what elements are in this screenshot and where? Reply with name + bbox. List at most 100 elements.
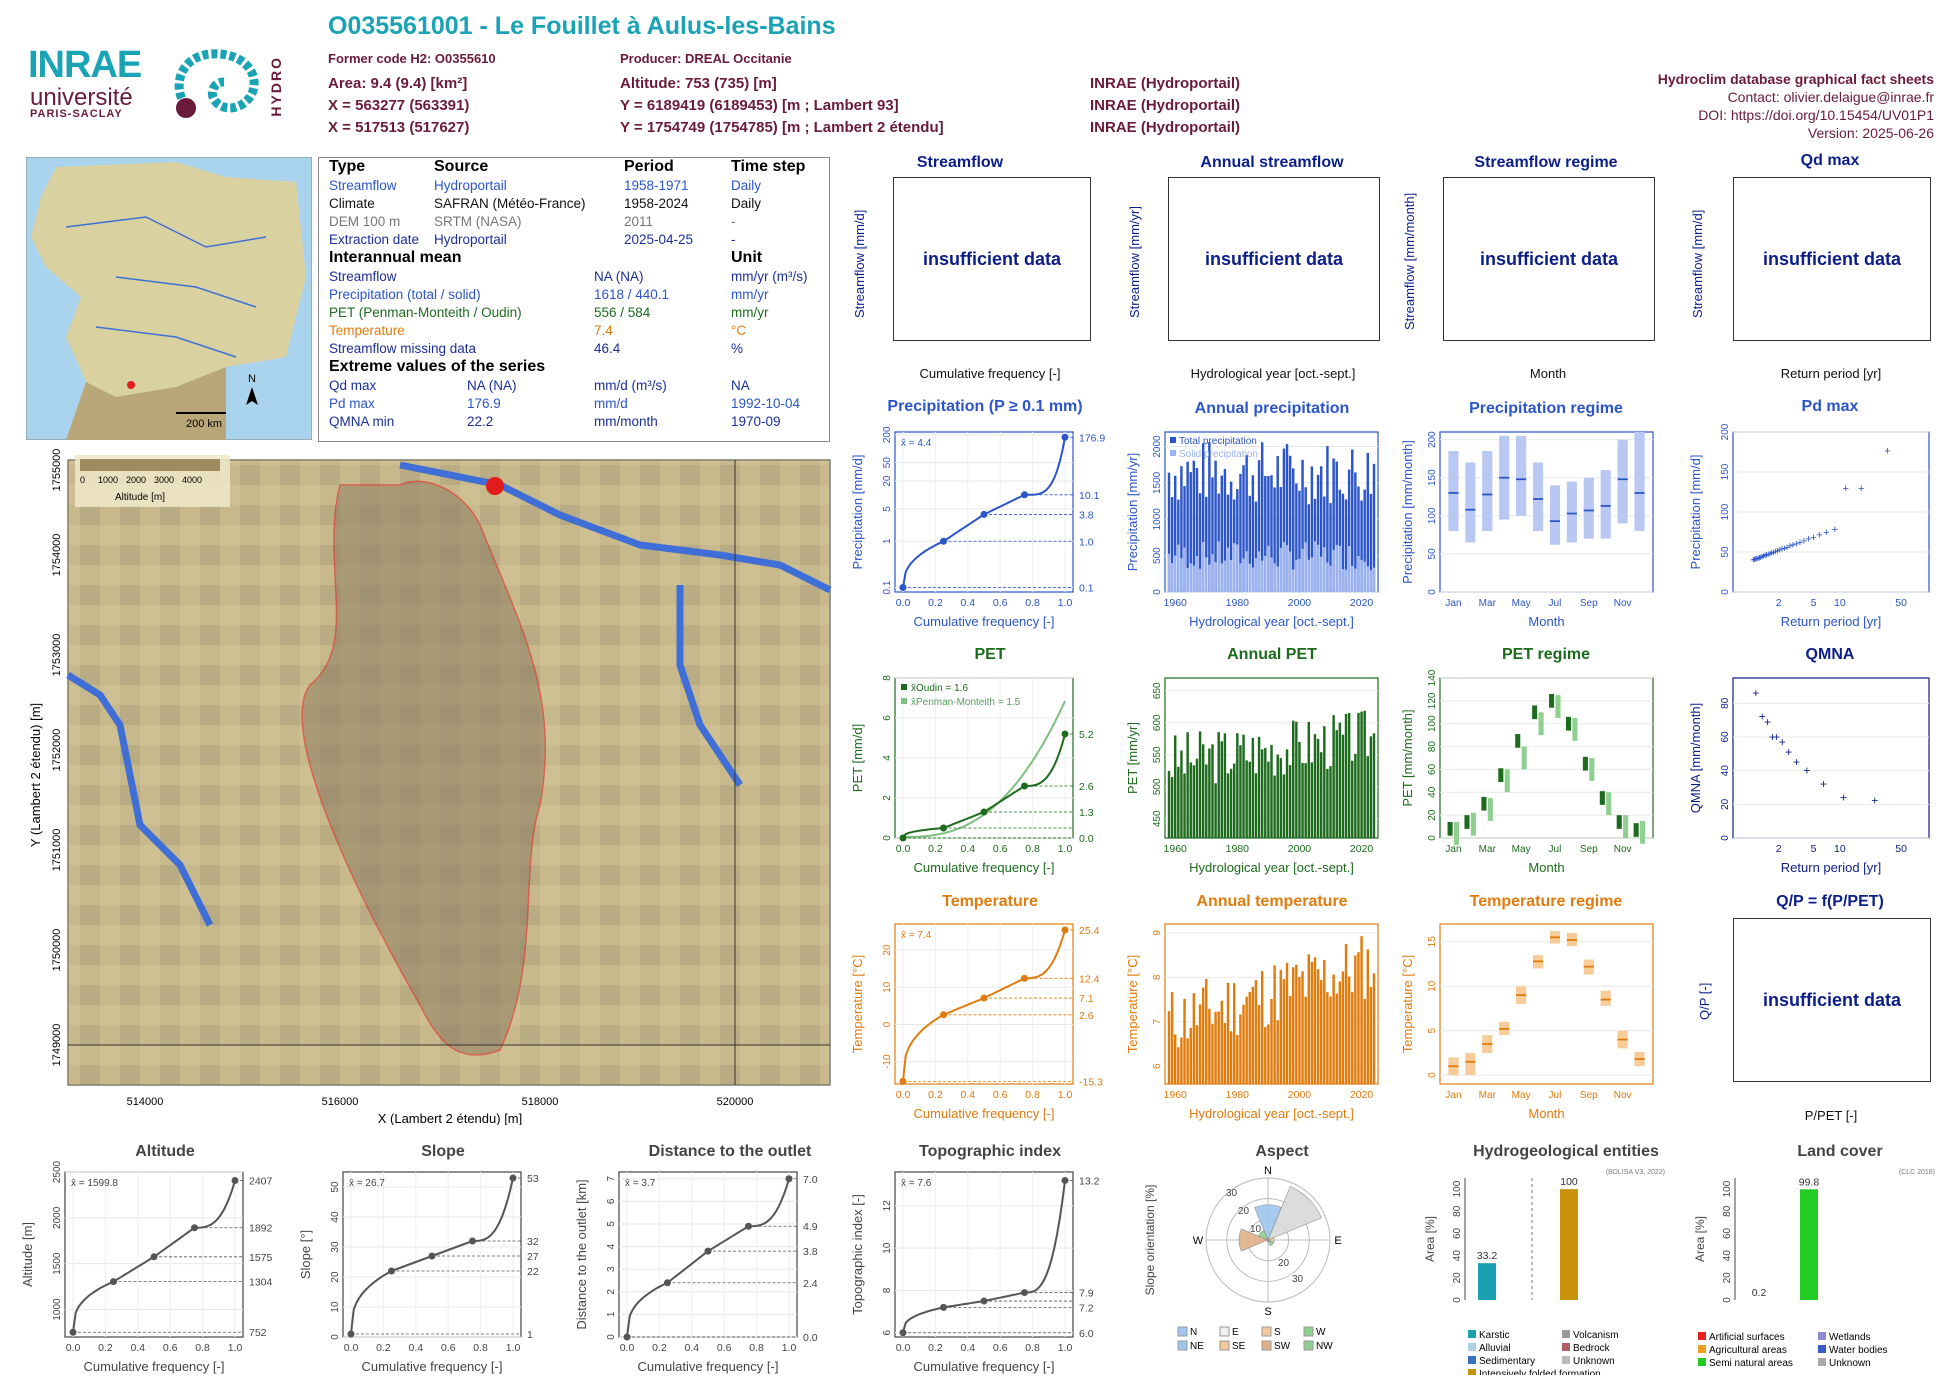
bar bbox=[1292, 720, 1295, 838]
mean-label: x̄ = 3.7 bbox=[625, 1178, 656, 1189]
data-point: + bbox=[1768, 548, 1774, 560]
quantile-point bbox=[1021, 1289, 1028, 1297]
bar bbox=[1351, 760, 1354, 838]
th-type: Type bbox=[329, 158, 366, 175]
bar-solid bbox=[1307, 559, 1310, 592]
legend-total: Total precipitation bbox=[1179, 436, 1257, 447]
dem-ytick: 1752000 bbox=[51, 729, 63, 772]
bar bbox=[1248, 761, 1251, 838]
bar bbox=[1313, 957, 1317, 1084]
quantile-label: 6.0 bbox=[1079, 1328, 1094, 1340]
y-tick-label: 150 bbox=[1720, 463, 1731, 480]
y-tick-label: 1000 bbox=[52, 1298, 63, 1321]
bar bbox=[1279, 487, 1283, 592]
bar bbox=[1285, 444, 1289, 592]
dem-ytick: 1755000 bbox=[51, 449, 63, 492]
cell: 1970-09 bbox=[731, 414, 781, 429]
y-tick-label: 100 bbox=[1427, 507, 1438, 524]
bar bbox=[1264, 747, 1267, 838]
cell: Hydroportail bbox=[434, 232, 507, 247]
bar bbox=[1369, 986, 1373, 1084]
bar-solid bbox=[1335, 544, 1338, 592]
bar bbox=[1170, 992, 1174, 1084]
cell: Streamflow missing data bbox=[329, 341, 477, 356]
x-tick-label: 1.0 bbox=[1058, 1342, 1073, 1354]
bar bbox=[1251, 737, 1255, 838]
data-point: + bbox=[1793, 755, 1800, 769]
quantile-label: 1 bbox=[527, 1329, 533, 1341]
bar bbox=[1282, 774, 1286, 838]
x-tick-label: 0.4 bbox=[960, 597, 975, 609]
legend-swatch bbox=[1698, 1358, 1706, 1366]
y-tick-label: 20 bbox=[330, 1271, 341, 1283]
x-tick-label: Jul bbox=[1549, 598, 1562, 609]
data-point: + bbox=[1801, 535, 1807, 547]
cell: 176.9 bbox=[467, 396, 501, 411]
y-tick-label: 50 bbox=[1427, 548, 1438, 560]
quantile-label: 13.2 bbox=[1079, 1175, 1100, 1187]
cell: Hydroportail bbox=[434, 178, 507, 193]
bar bbox=[1248, 991, 1251, 1084]
y-axis-label: Precipitation [mm/d] bbox=[850, 455, 865, 570]
x-tick-label: 0.4 bbox=[684, 1342, 699, 1354]
annual-temp-chart: 6 7 8 9 1960 1980 2000 2020 Temperature [°C] Hydr… bbox=[1125, 923, 1379, 1121]
bar bbox=[1319, 752, 1323, 838]
bar bbox=[1366, 452, 1370, 592]
bar-solid bbox=[1354, 568, 1357, 592]
data-point: + bbox=[1884, 445, 1890, 457]
x-tick-label: 0.0 bbox=[344, 1342, 359, 1354]
bar-solid bbox=[1304, 542, 1307, 592]
bar-label: 33.2 bbox=[1477, 1250, 1498, 1262]
north-label: N bbox=[248, 373, 256, 385]
x-tick-label: May bbox=[1512, 598, 1531, 609]
legend-label: Unknown bbox=[1573, 1356, 1615, 1367]
cell: °C bbox=[731, 323, 747, 338]
y-tick-label: 0 bbox=[1720, 835, 1731, 841]
data-point: + bbox=[1793, 538, 1799, 550]
x-tick-label: May bbox=[1512, 1090, 1531, 1101]
bar bbox=[1360, 500, 1363, 592]
data-point: + bbox=[1756, 552, 1762, 564]
data-point: + bbox=[1781, 543, 1787, 555]
bar bbox=[1205, 978, 1208, 1084]
bar bbox=[1220, 741, 1224, 838]
x-tick-label: Jul bbox=[1549, 844, 1562, 855]
quantile-label: 1575 bbox=[249, 1252, 273, 1264]
bar-solid bbox=[1170, 563, 1174, 592]
bar bbox=[1205, 764, 1208, 838]
y-tick-label: 0 bbox=[1722, 1297, 1733, 1303]
y-tick-label: 4 bbox=[606, 1243, 617, 1249]
y-tick-label: 5 bbox=[1427, 1027, 1438, 1033]
x-tick-label: 0.6 bbox=[441, 1342, 456, 1354]
box-oudin bbox=[1565, 716, 1572, 731]
mean-label: x̄ = 7.6 bbox=[901, 1178, 932, 1189]
bar bbox=[1201, 744, 1205, 838]
rose-sector bbox=[1258, 1230, 1269, 1241]
x-tick-label: 1.0 bbox=[228, 1342, 243, 1354]
x-tick-label: 1980 bbox=[1226, 1089, 1250, 1101]
box-oudin bbox=[1447, 822, 1453, 836]
x-tick-label: 0.6 bbox=[993, 597, 1008, 609]
x-tick-label: 0.4 bbox=[960, 1342, 975, 1354]
quantile-label: 32 bbox=[527, 1236, 539, 1248]
bar bbox=[1260, 749, 1264, 838]
bar bbox=[1478, 1263, 1496, 1300]
mean-label: x̄ = 1599.8 bbox=[71, 1178, 118, 1189]
cell: Daily bbox=[731, 196, 762, 211]
bar bbox=[1233, 983, 1236, 1084]
cell: 7.4 bbox=[594, 323, 613, 338]
bar bbox=[1292, 468, 1295, 592]
db-name: Hydroclim database graphical fact sheets bbox=[1657, 71, 1934, 87]
x-tick-label: 0.4 bbox=[408, 1342, 423, 1354]
data-point: + bbox=[1770, 547, 1776, 559]
bar bbox=[1267, 1024, 1270, 1084]
contact: Contact: olivier.delaigue@inrae.fr bbox=[1727, 89, 1934, 105]
bar bbox=[1251, 986, 1255, 1084]
precip-regime-chart: 0 50 100 150 200 Jan Mar May Jul Sep Nov Precipitat… bbox=[1400, 431, 1654, 629]
y-tick-label: 150 bbox=[1427, 469, 1438, 486]
bar bbox=[1307, 721, 1310, 838]
bar bbox=[1366, 949, 1370, 1084]
hydro-logo-icon bbox=[174, 49, 259, 118]
legend-swatch bbox=[1219, 1326, 1230, 1337]
bar bbox=[1177, 766, 1180, 838]
